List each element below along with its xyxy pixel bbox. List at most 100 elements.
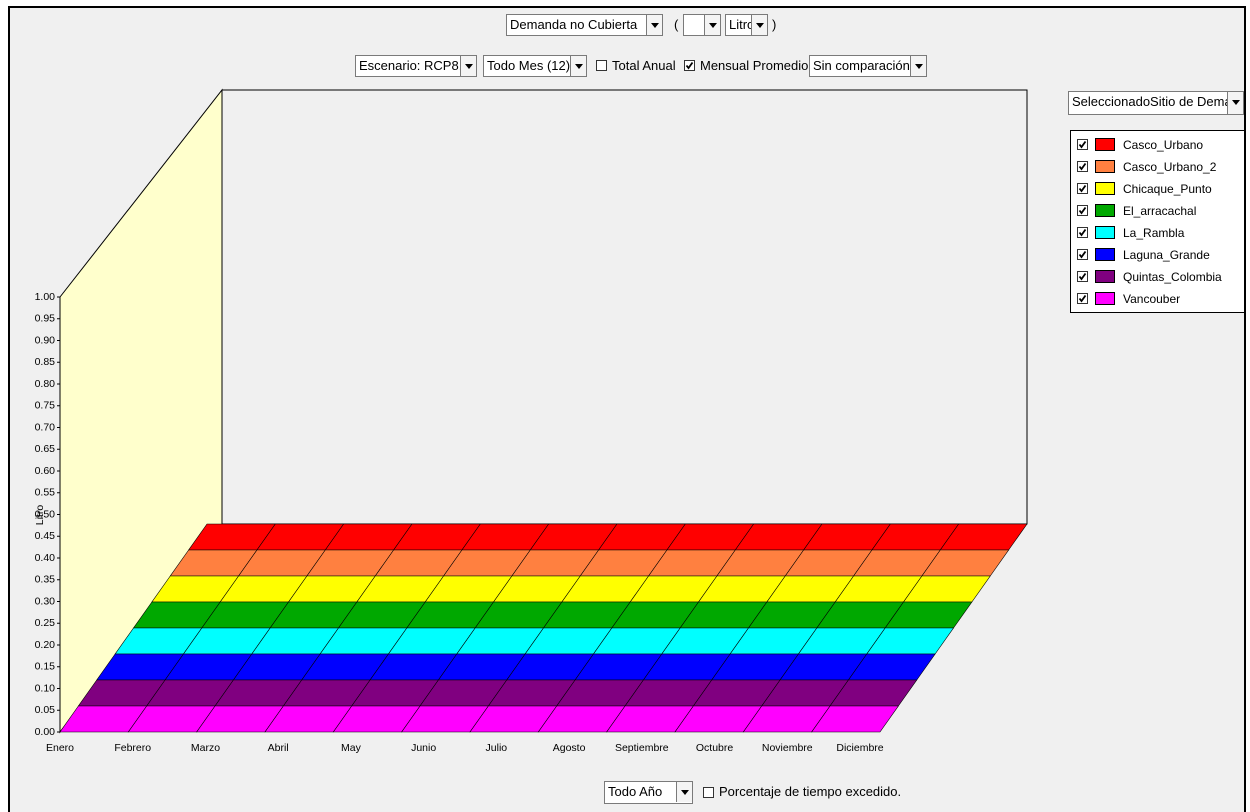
y-tick-label: 0.30 [35,595,56,607]
legend-swatch [1095,182,1115,195]
y-tick-label: 0.25 [35,617,56,629]
legend-label: Quintas_Colombia [1123,270,1222,284]
checkbox-label: Porcentaje de tiempo excedido. [719,784,902,799]
scenario-dropdown[interactable]: Escenario: RCP8.5 [355,55,477,77]
checkbox[interactable] [1077,161,1088,172]
selector-dropdown[interactable]: SeleccionadoSitio de Demar [1068,91,1244,115]
check-mark [1078,294,1087,303]
legend-swatch [1095,270,1115,283]
y-tick-label: 1.00 [35,291,56,303]
x-tick-label: Octubre [696,742,734,754]
legend-label: La_Rambla [1123,226,1185,240]
dropdown-arrow [1227,92,1243,114]
legend-label: Casco_Urbano_2 [1123,160,1217,174]
legend-swatch [1095,160,1115,173]
check-mark [1078,206,1087,215]
check-mark [1078,184,1087,193]
x-tick-label: Septiembre [615,742,669,754]
check-mark [1078,140,1087,149]
check-path [1078,272,1087,281]
checkbox[interactable] [1077,293,1088,304]
checkbox-label: Total Anual [612,58,676,73]
scale-dropdown[interactable] [683,14,721,36]
legend-label: Casco_Urbano [1123,138,1204,152]
y-axis-label: Litro [34,505,46,526]
variable-dropdown[interactable]: Demanda no Cubierta [506,14,663,36]
dropdown-arrow [751,15,767,35]
legend-swatch [1095,204,1115,217]
y-tick-label: 0.75 [35,400,56,412]
y-tick-label: 0.95 [35,313,56,325]
dropdown-arrow [704,15,720,35]
legend-label: Laguna_Grande [1123,248,1210,262]
checkbox[interactable] [1077,227,1088,238]
years-text: Todo Año [608,784,663,799]
check-mark [1078,228,1087,237]
x-tick-label: Abril [268,742,289,754]
y-tick-label: 0.70 [35,421,56,433]
checkbox[interactable] [684,60,695,71]
checkbox[interactable] [1077,139,1088,150]
unit-dropdown[interactable]: Litro [725,14,768,36]
y-tick-label: 0.00 [35,726,56,738]
variable-text: Demanda no Cubierta [510,17,638,32]
y-tick-label: 0.05 [35,704,56,716]
y-tick-label: 0.65 [35,443,56,455]
checkbox[interactable] [1077,249,1088,260]
x-tick-label: Marzo [191,742,220,754]
checkbox[interactable] [703,787,714,798]
check-path [1078,228,1087,237]
check-mark [1078,250,1087,259]
x-tick-label: Diciembre [836,742,883,754]
y-tick-label: 0.50 [35,508,56,520]
y-tick-label: 0.80 [35,378,56,390]
years-dropdown[interactable]: Todo Año [604,781,693,804]
checkbox[interactable] [596,60,607,71]
y-tick-label: 0.55 [35,487,56,499]
paren-open: ( [674,17,679,32]
checkbox-label: Mensual Promedio [700,58,809,73]
y-tick-label: 0.20 [35,639,56,651]
dropdown-arrow [910,56,926,76]
check-path [1078,162,1087,171]
checkbox[interactable] [1077,205,1088,216]
legend-swatch [1095,292,1115,305]
legend-label: El_arracachal [1123,204,1197,218]
back-wall [221,89,1028,525]
y-tick-label: 0.15 [35,661,56,673]
legend-swatch [1095,248,1115,261]
x-tick-label: Febrero [114,742,151,754]
check-path [1078,140,1087,149]
paren-close: ) [772,17,777,32]
x-tick-label: May [341,742,362,754]
y-tick-label: 0.90 [35,334,56,346]
checkbox[interactable] [1077,271,1088,282]
bar-top [811,705,899,733]
check-path [1078,250,1087,259]
check-path [1078,294,1087,303]
months-dropdown[interactable]: Todo Mes (12) [483,55,587,77]
check-mark [1078,162,1087,171]
scenario-text: Escenario: RCP8.5 [359,58,470,73]
comparison-dropdown[interactable]: Sin comparación [809,55,927,77]
y-tick-label: 0.35 [35,574,56,586]
dropdown-arrow [570,56,586,76]
check-path [1078,184,1087,193]
legend-label: Chicaque_Punto [1123,182,1212,196]
legend-swatch [1095,138,1115,151]
dropdown-arrow [460,56,476,76]
x-tick-label: Julio [486,742,508,754]
y-tick-label: 0.60 [35,465,56,477]
selector-text: SeleccionadoSitio de Demar [1072,94,1237,109]
months-text: Todo Mes (12) [487,58,571,73]
unit-text: Litro [729,17,755,32]
dropdown-arrow [676,782,692,802]
y-tick-label: 0.10 [35,682,56,694]
x-tick-label: Enero [46,742,74,754]
dropdown-arrow [646,15,662,35]
checkbox[interactable] [1077,183,1088,194]
x-tick-label: Noviembre [762,742,813,754]
legend: Casco_Urbano Casco_Urbano_2 Chicaque_Punto… [1070,130,1245,313]
x-tick-label: Junio [411,742,436,754]
